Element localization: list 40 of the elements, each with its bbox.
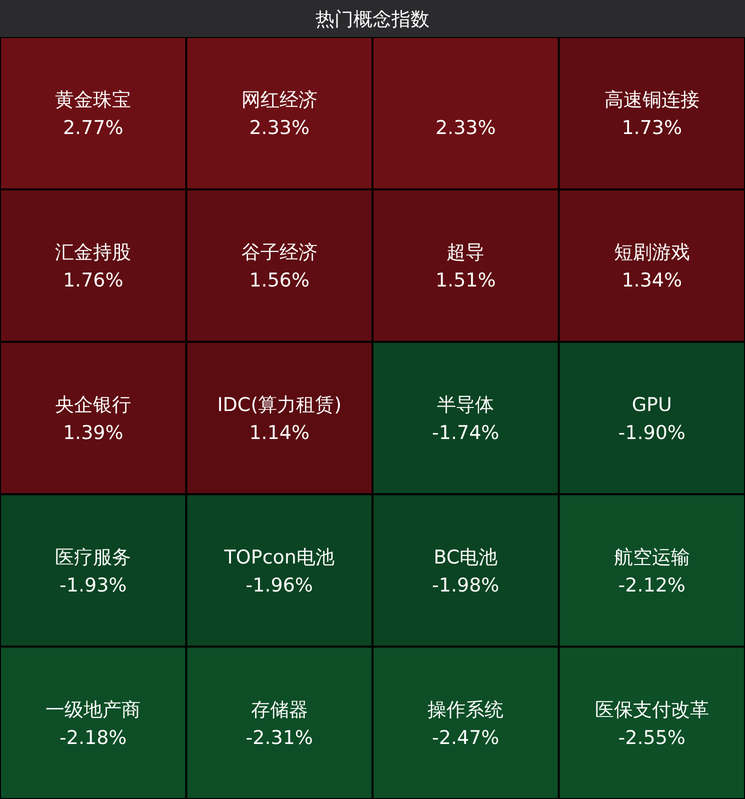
- data-label: -1.98%: [432, 574, 500, 596]
- category-label: 超导: [446, 242, 485, 264]
- data-label: 1.39%: [62, 422, 124, 444]
- data-label: 1.56%: [249, 270, 310, 292]
- data-label: -2.18%: [60, 726, 127, 749]
- category-label: IDC(算力租赁): [217, 394, 342, 416]
- data-label: -2.31%: [246, 726, 313, 749]
- data-label: 1.76%: [62, 270, 124, 292]
- category-label: 医疗服务: [55, 546, 132, 568]
- data-label: 2.33%: [435, 117, 496, 140]
- category-label: 半导体: [437, 394, 494, 416]
- data-label: -2.12%: [618, 574, 686, 596]
- text: 热门概念指数: [316, 8, 430, 30]
- data-label: -2.55%: [618, 726, 686, 749]
- data-label: 1.14%: [249, 422, 310, 444]
- data-label: -1.96%: [246, 574, 313, 596]
- data-label: 2.33%: [249, 117, 310, 140]
- category-label: 网红经济: [241, 89, 318, 112]
- data-label: 2.77%: [62, 117, 124, 140]
- data-label: -1.74%: [432, 422, 500, 444]
- category-label: 黄金珠宝: [55, 89, 132, 112]
- category-label: 高速铜连接: [604, 89, 700, 112]
- category-label: 汇金持股: [55, 242, 132, 264]
- data-label: 1.51%: [435, 270, 496, 292]
- data-label: -2.47%: [432, 726, 500, 749]
- category-label: 短剧游戏: [614, 242, 690, 264]
- data-label: 1.34%: [622, 270, 682, 292]
- category-label: 谷子经济: [241, 242, 318, 264]
- category-label: 医保支付改革: [594, 698, 709, 721]
- category-label: 央企银行: [55, 394, 132, 416]
- category-label: 存储器: [250, 698, 308, 721]
- category-label: BC电池: [434, 546, 498, 568]
- data-label: 1.73%: [622, 117, 682, 140]
- data-label: -1.93%: [60, 574, 127, 596]
- category-label: 操作系统: [428, 698, 504, 721]
- category-label: TOPcon电池: [223, 546, 334, 568]
- category-label: GPU: [632, 394, 672, 416]
- category-label: 一级地产商: [46, 698, 141, 721]
- data-label: -1.90%: [618, 422, 686, 444]
- category-label: 航空运输: [614, 546, 690, 568]
